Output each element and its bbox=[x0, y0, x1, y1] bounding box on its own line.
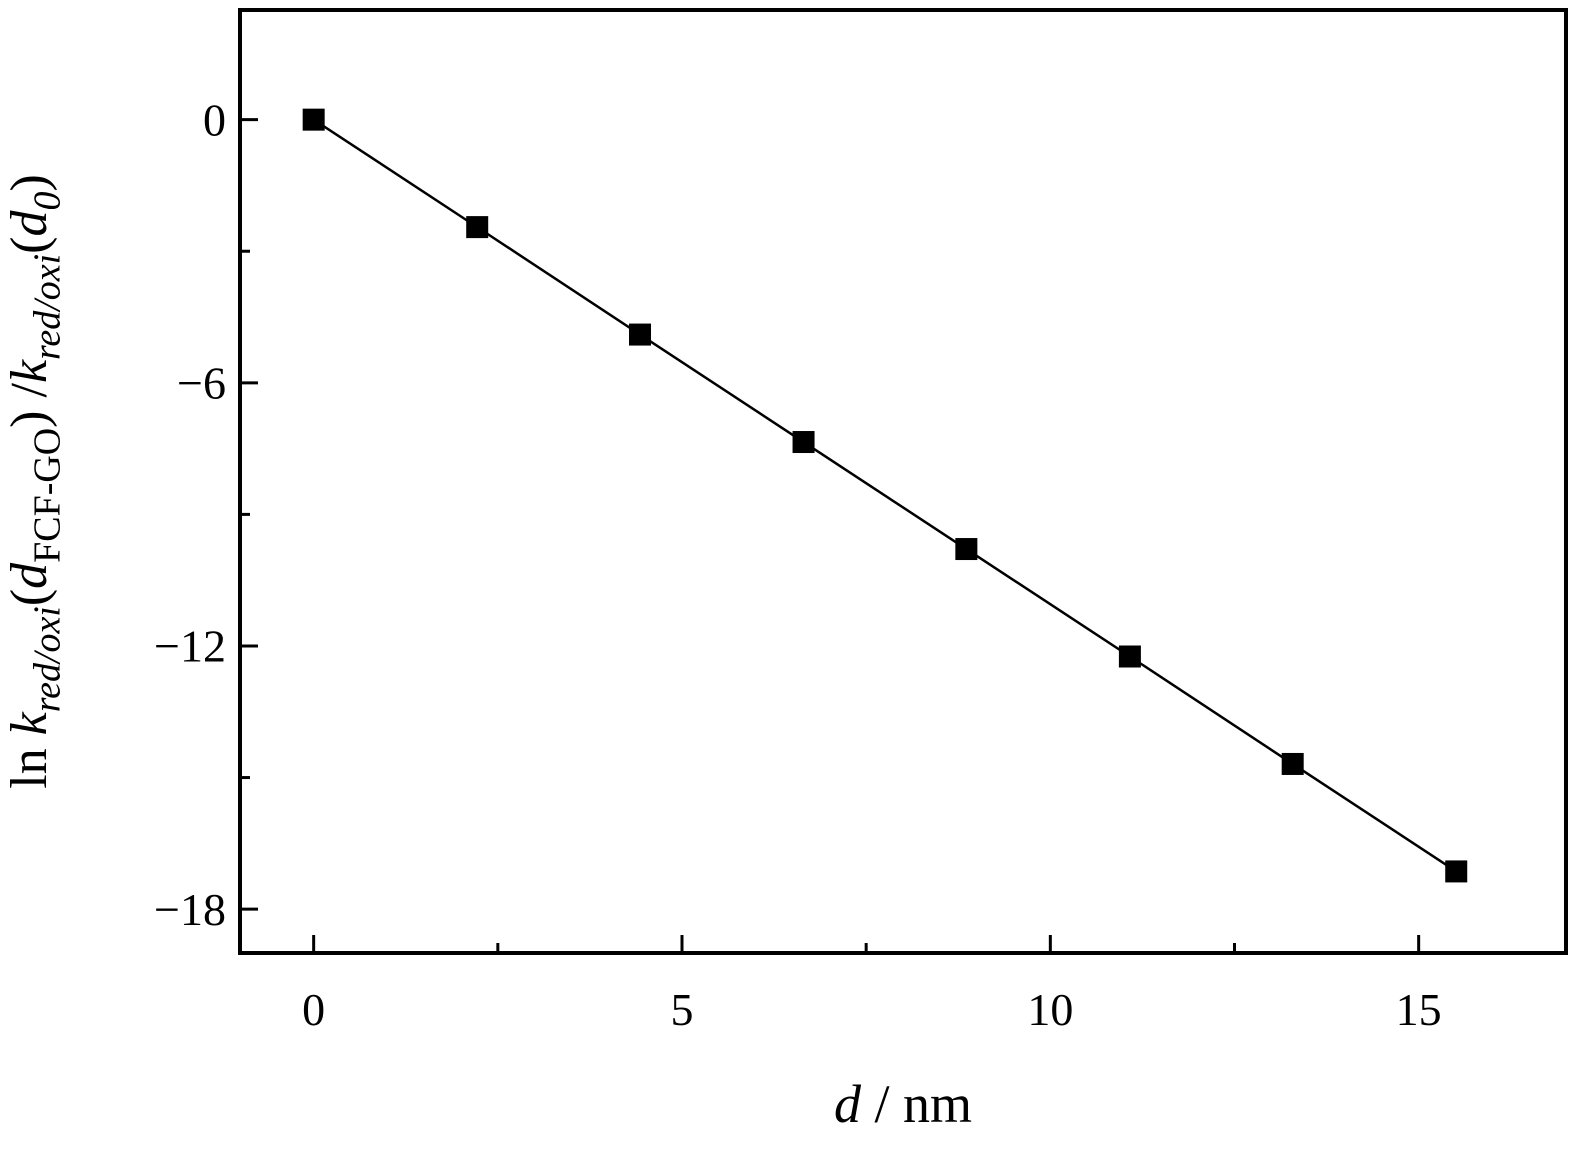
data-point-marker bbox=[302, 108, 325, 131]
x-tick-label: 10 bbox=[1027, 984, 1073, 1035]
data-line bbox=[312, 118, 1457, 873]
x-tick-label: 5 bbox=[671, 984, 694, 1035]
y-tick-label: 0 bbox=[203, 94, 226, 145]
data-point-marker bbox=[629, 323, 652, 346]
data-point-marker bbox=[955, 538, 978, 561]
y-axis-title: ln kred/oxi(dFCF-GO) /kred/oxi(d0) bbox=[1, 174, 69, 789]
data-point-marker bbox=[792, 431, 815, 454]
data-point-marker bbox=[1118, 645, 1141, 668]
data-point-marker bbox=[1281, 752, 1304, 775]
y-tick-label: −12 bbox=[154, 621, 226, 672]
axis-ticks bbox=[240, 118, 1421, 953]
x-axis-title: d / nm bbox=[834, 1074, 972, 1134]
y-tick-label: −6 bbox=[177, 357, 226, 408]
y-tick-label: −18 bbox=[154, 884, 226, 935]
data-point-marker bbox=[1445, 860, 1468, 883]
x-tick-label: 0 bbox=[302, 984, 325, 1035]
plot-frame bbox=[238, 8, 1568, 955]
data-point-marker bbox=[466, 216, 489, 239]
x-tick-label: 15 bbox=[1396, 984, 1442, 1035]
